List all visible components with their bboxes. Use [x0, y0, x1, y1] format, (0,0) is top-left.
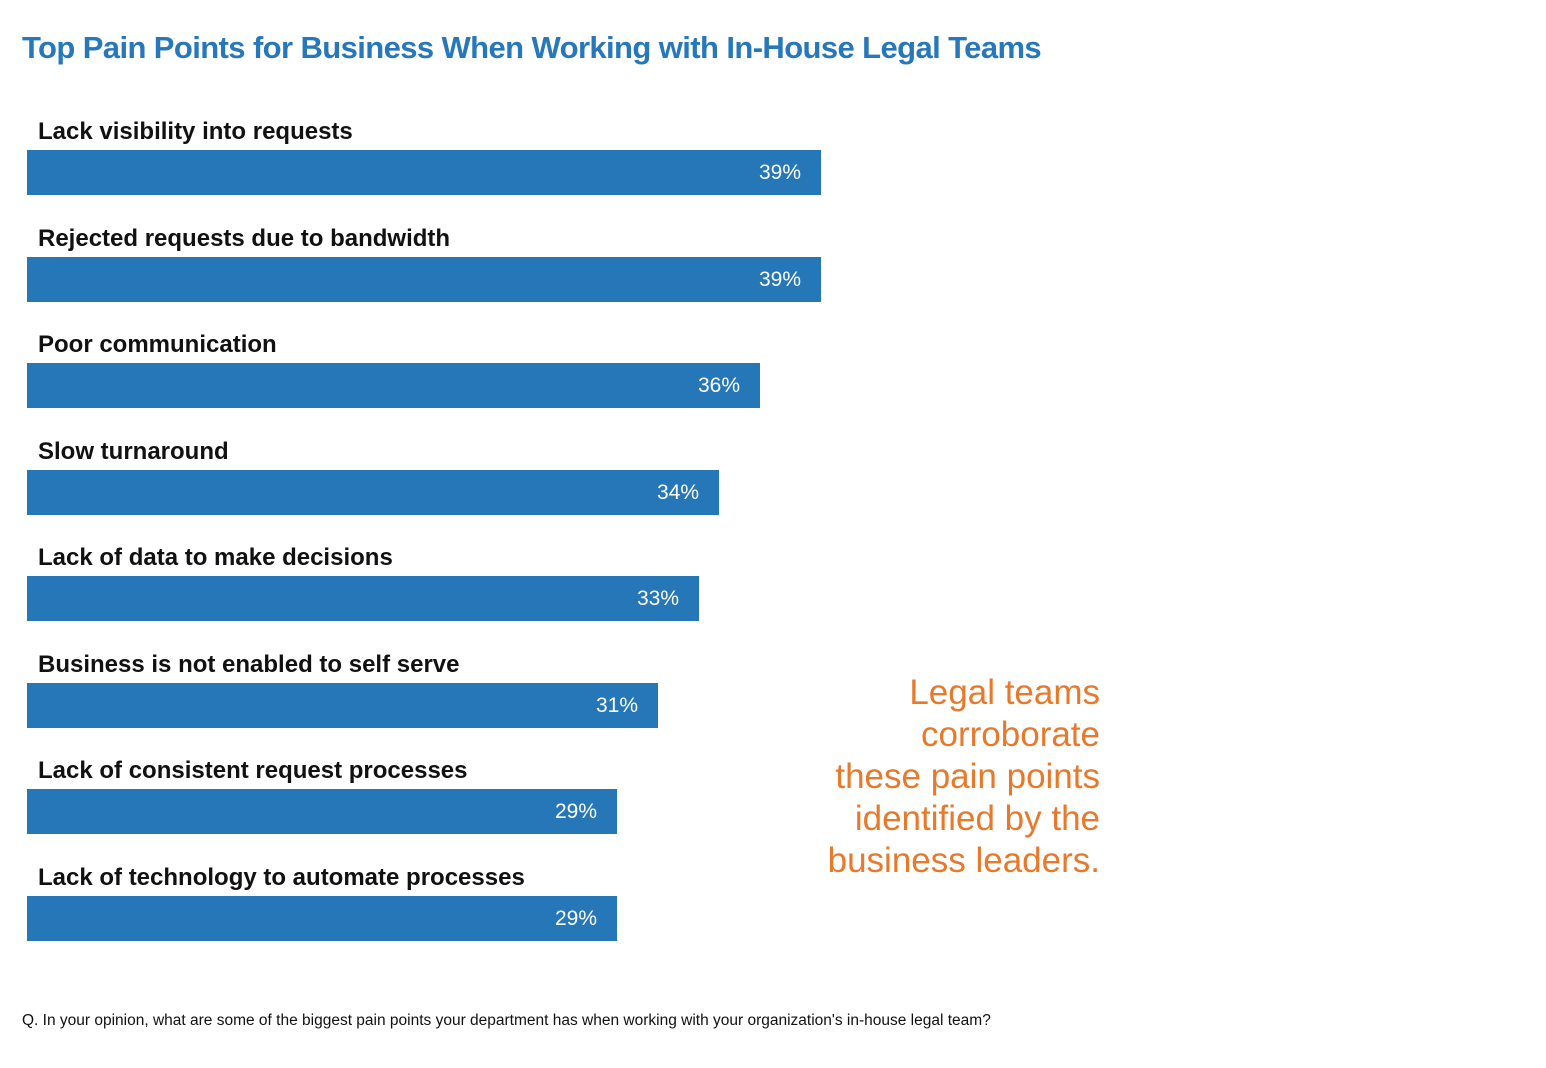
bar: 36% [27, 363, 760, 408]
callout-line: business leaders. [827, 841, 1100, 880]
category-label: Rejected requests due to bandwidth [38, 224, 451, 252]
bar-row: Business is not enabled to self serve 31% [0, 651, 1100, 757]
category-label: Poor communication [38, 331, 277, 358]
bar-row: Lack of technology to automate processes… [0, 864, 1100, 970]
bar: 39% [27, 256, 821, 302]
category-label: Business is not enabled to self serve [38, 650, 460, 678]
survey-question-footnote: Q. In your opinion, what are some of the… [22, 1012, 991, 1029]
callout-line: Legal teams [909, 673, 1100, 712]
callout-line: corroborate [921, 715, 1100, 754]
bar-value-label: 33% [636, 587, 679, 610]
bar-row: Rejected requests due to bandwidth 39% [0, 225, 1100, 331]
category-label: Lack of technology to automate processes [38, 863, 525, 891]
category-label: Slow turnaround [38, 437, 229, 465]
bar: 33% [27, 576, 699, 621]
bar-row: Lack visibility into requests 39% [0, 118, 1100, 224]
callout-line: these pain points [835, 757, 1100, 796]
bar-row: Lack of data to make decisions 33% [0, 544, 1100, 650]
callout-text: Legal teams corroborate these pain point… [770, 672, 1100, 882]
category-label: Lack of data to make decisions [38, 544, 393, 571]
bar: 29% [27, 895, 617, 941]
bar-value-label: 29% [554, 906, 597, 930]
bar-value-label: 39% [758, 161, 801, 184]
bar-value-label: 36% [697, 374, 740, 397]
category-label: Lack visibility into requests [38, 118, 353, 145]
callout-line: identified by the [854, 799, 1100, 838]
bar: 39% [27, 150, 821, 195]
bar-row: Lack of consistent request processes 29% [0, 757, 1100, 863]
bar-value-label: 39% [758, 267, 801, 291]
bar-row: Poor communication 36% [0, 331, 1100, 437]
chart-title: Top Pain Points for Business When Workin… [22, 30, 1042, 65]
bar: 29% [27, 789, 617, 834]
bar-value-label: 31% [595, 693, 638, 717]
bar-row: Slow turnaround 34% [0, 438, 1100, 544]
bar-value-label: 29% [554, 800, 597, 823]
bar: 34% [27, 469, 719, 515]
bar-value-label: 34% [656, 480, 699, 504]
category-label: Lack of consistent request processes [38, 757, 468, 784]
bar: 31% [27, 682, 658, 728]
